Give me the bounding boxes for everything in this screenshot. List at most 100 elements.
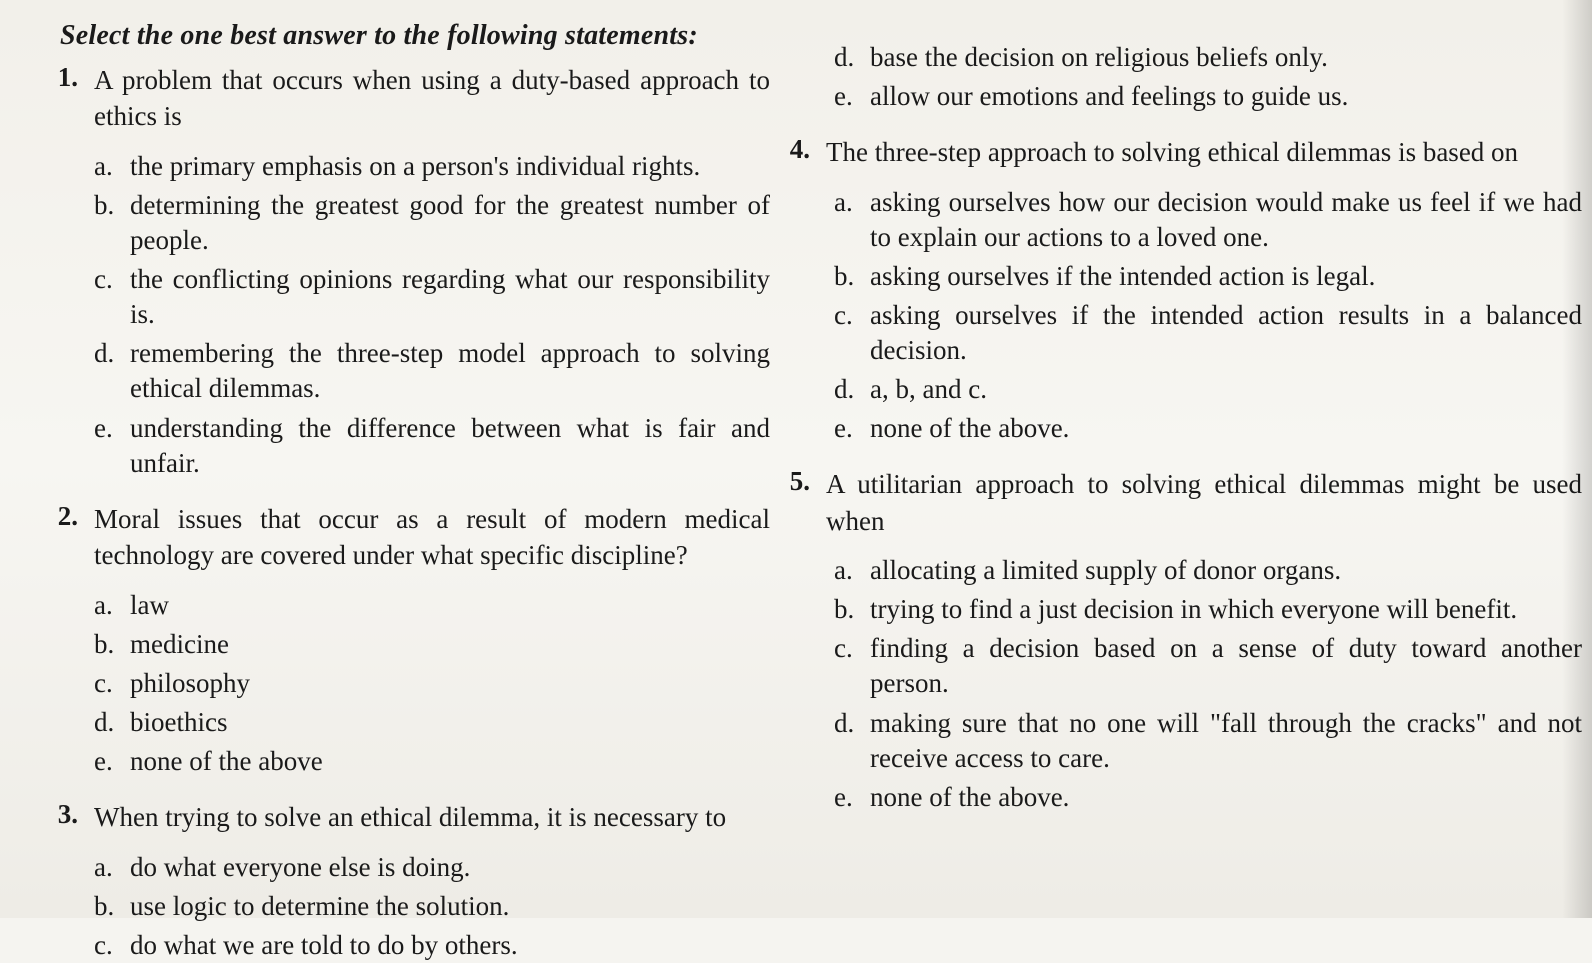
question-2-options: a.law b.medicine c.philosophy d.bioethic…	[94, 588, 770, 779]
left-column: Select the one best answer to the follow…	[30, 20, 800, 918]
option-text: asking ourselves if the intended action …	[870, 259, 1582, 294]
option-letter: a.	[94, 588, 130, 623]
option-letter: e.	[834, 780, 870, 815]
option-letter: b.	[94, 188, 130, 258]
option-text: bioethics	[130, 705, 770, 740]
option-a: a.asking ourselves how our decision woul…	[834, 185, 1582, 255]
option-letter: d.	[94, 705, 130, 740]
question-1-options: a.the primary emphasis on a person's ind…	[94, 149, 770, 481]
option-b: b.use logic to determine the solution.	[94, 889, 770, 924]
option-text: the primary emphasis on a person's indiv…	[130, 149, 770, 184]
question-number: 5.	[770, 466, 826, 539]
option-text: asking ourselves if the intended action …	[870, 298, 1582, 368]
question-stem: The three-step approach to solving ethic…	[826, 134, 1582, 170]
option-d: d.bioethics	[94, 705, 770, 740]
option-text: law	[130, 588, 770, 623]
option-text: finding a decision based on a sense of d…	[870, 631, 1582, 701]
question-2: 2. Moral issues that occur as a result o…	[30, 501, 770, 574]
option-text: do what we are told to do by others.	[130, 928, 770, 963]
option-b: b.medicine	[94, 627, 770, 662]
question-5: 5. A utilitarian approach to solving eth…	[770, 466, 1582, 539]
question-stem: A problem that occurs when using a duty-…	[94, 62, 770, 135]
option-letter: c.	[94, 262, 130, 332]
option-text: determining the greatest good for the gr…	[130, 188, 770, 258]
option-letter: a.	[834, 185, 870, 255]
option-text: philosophy	[130, 666, 770, 701]
option-letter: c.	[834, 298, 870, 368]
option-letter: c.	[94, 928, 130, 963]
option-letter: e.	[834, 411, 870, 446]
option-text: trying to find a just decision in which …	[870, 592, 1582, 627]
option-b: b.trying to find a just decision in whic…	[834, 592, 1582, 627]
option-text: the conflicting opinions regarding what …	[130, 262, 770, 332]
question-number: 3.	[0, 799, 94, 835]
option-letter: b.	[834, 592, 870, 627]
instruction-text: Select the one best answer to the follow…	[60, 20, 770, 52]
option-c: c.philosophy	[94, 666, 770, 701]
question-4-options: a.asking ourselves how our decision woul…	[834, 185, 1582, 447]
option-b: b.determining the greatest good for the …	[94, 188, 770, 258]
question-3-options: a.do what everyone else is doing. b.use …	[94, 850, 770, 963]
question-stem: When trying to solve an ethical dilemma,…	[94, 799, 770, 835]
option-text: none of the above.	[870, 780, 1582, 815]
option-c: c.finding a decision based on a sense of…	[834, 631, 1582, 701]
option-letter: a.	[94, 149, 130, 184]
option-e: e.none of the above	[94, 744, 770, 779]
option-letter: c.	[94, 666, 130, 701]
option-d: d.making sure that no one will "fall thr…	[834, 706, 1582, 776]
option-letter: d.	[834, 372, 870, 407]
option-c: c.do what we are told to do by others.	[94, 928, 770, 963]
option-text: medicine	[130, 627, 770, 662]
question-number: 2.	[30, 501, 94, 574]
option-text: do what everyone else is doing.	[130, 850, 770, 885]
option-text: understanding the difference between wha…	[130, 411, 770, 481]
question-stem: Moral issues that occur as a result of m…	[94, 501, 770, 574]
question-1: 1. A problem that occurs when using a du…	[30, 62, 770, 135]
option-text: none of the above	[130, 744, 770, 779]
textbook-page: Select the one best answer to the follow…	[0, 0, 1592, 918]
option-a: a.law	[94, 588, 770, 623]
question-4: 4. The three-step approach to solving et…	[770, 134, 1582, 170]
option-text: making sure that no one will "fall throu…	[870, 706, 1582, 776]
option-letter: a.	[834, 553, 870, 588]
option-text: allocating a limited supply of donor org…	[870, 553, 1582, 588]
option-letter: d.	[834, 40, 870, 75]
option-text: none of the above.	[870, 411, 1582, 446]
option-d: d.remembering the three-step model appro…	[94, 336, 770, 406]
option-c: c.asking ourselves if the intended actio…	[834, 298, 1582, 368]
question-5-options: a.allocating a limited supply of donor o…	[834, 553, 1582, 815]
question-3-options-cont: d.base the decision on religious beliefs…	[834, 40, 1582, 114]
option-letter: d.	[94, 336, 130, 406]
option-e: e.allow our emotions and feelings to gui…	[834, 79, 1582, 114]
option-d: d.base the decision on religious beliefs…	[834, 40, 1582, 75]
right-column: d.base the decision on religious beliefs…	[800, 20, 1592, 918]
option-b: b.asking ourselves if the intended actio…	[834, 259, 1582, 294]
option-letter: e.	[94, 411, 130, 481]
option-e: e.none of the above.	[834, 411, 1582, 446]
page-edge-shadow	[1562, 0, 1592, 918]
option-text: a, b, and c.	[870, 372, 1582, 407]
option-d: d.a, b, and c.	[834, 372, 1582, 407]
option-text: allow our emotions and feelings to guide…	[870, 79, 1582, 114]
question-stem: A utilitarian approach to solving ethica…	[826, 466, 1582, 539]
option-c: c.the conflicting opinions regarding wha…	[94, 262, 770, 332]
option-a: a.do what everyone else is doing.	[94, 850, 770, 885]
option-text: use logic to determine the solution.	[130, 889, 770, 924]
option-text: asking ourselves how our decision would …	[870, 185, 1582, 255]
option-text: base the decision on religious beliefs o…	[870, 40, 1582, 75]
option-e: e.none of the above.	[834, 780, 1582, 815]
option-e: e.understanding the difference between w…	[94, 411, 770, 481]
option-letter: d.	[834, 706, 870, 776]
option-letter: e.	[94, 744, 130, 779]
question-number: 1.	[30, 62, 94, 135]
question-number: 4.	[770, 134, 826, 170]
option-letter: b.	[834, 259, 870, 294]
question-3: 3. When trying to solve an ethical dilem…	[0, 799, 770, 835]
option-letter: a.	[94, 850, 130, 885]
option-letter: b.	[94, 889, 130, 924]
two-column-layout: Select the one best answer to the follow…	[30, 20, 1592, 918]
option-letter: c.	[834, 631, 870, 701]
option-a: a.allocating a limited supply of donor o…	[834, 553, 1582, 588]
option-letter: e.	[834, 79, 870, 114]
option-a: a.the primary emphasis on a person's ind…	[94, 149, 770, 184]
